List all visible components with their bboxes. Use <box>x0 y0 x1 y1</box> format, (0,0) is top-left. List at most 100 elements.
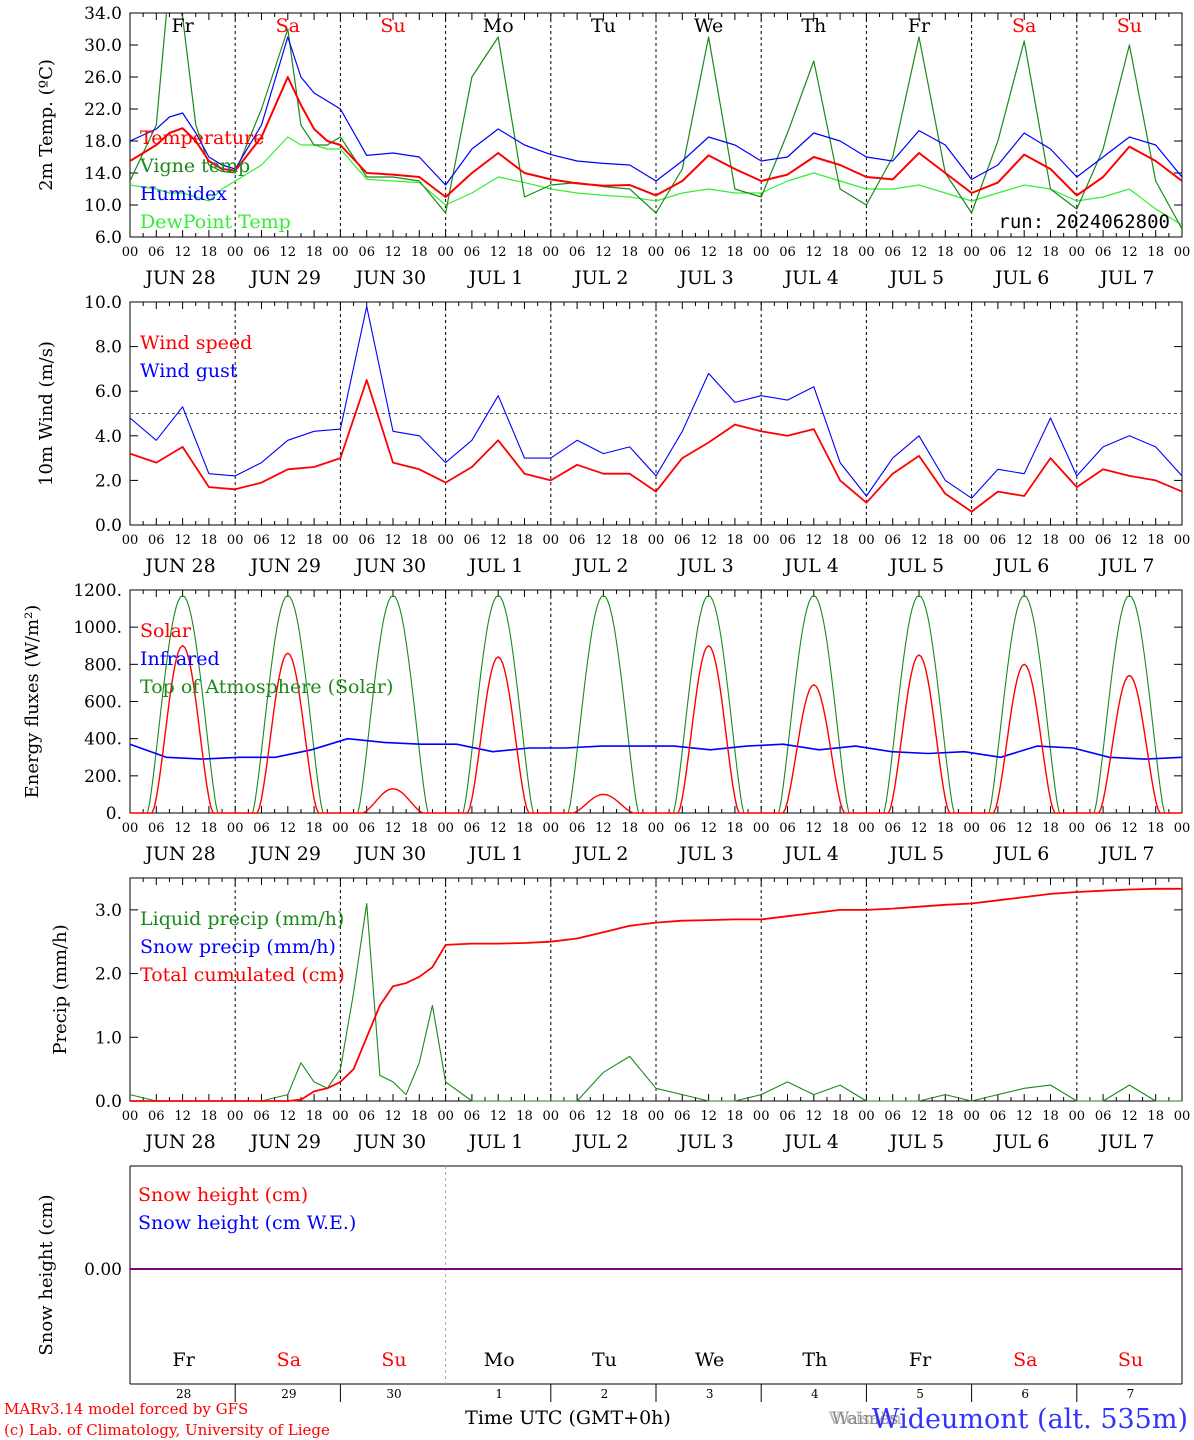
solar-day-curve <box>235 652 341 814</box>
hour-label: 00 <box>122 533 139 548</box>
legend-temperature: Temperature <box>140 127 264 149</box>
hour-label: 18 <box>306 1109 323 1124</box>
date-label: JUL 3 <box>677 555 733 577</box>
hour-label: 18 <box>1147 245 1164 260</box>
y-tick-label: 6.0 <box>95 228 122 248</box>
hour-label: 12 <box>385 1109 402 1124</box>
y-tick-label: 30.0 <box>84 36 122 56</box>
y-tick-label: 200. <box>84 767 122 787</box>
date-label: JUL 6 <box>993 1131 1049 1153</box>
hour-label: 06 <box>990 1109 1007 1124</box>
toa-solar-arc <box>445 594 551 814</box>
date-label: JUL 2 <box>572 1131 628 1153</box>
date-label: JUN 29 <box>248 843 320 865</box>
weekday-label: Sa <box>1013 1349 1037 1371</box>
hour-label: 06 <box>148 533 165 548</box>
weekday-label: Fr <box>173 1349 196 1371</box>
hour-label: 00 <box>332 245 349 260</box>
hour-label: 18 <box>1147 1109 1164 1124</box>
hour-label: 12 <box>1016 821 1033 836</box>
hour-label: 06 <box>1095 821 1112 836</box>
weekday-label: Fr <box>909 1349 932 1371</box>
y-tick-label: 600. <box>84 693 122 713</box>
hour-label: 18 <box>832 533 849 548</box>
model-credit: MARv3.14 model forced by GFS <box>4 1400 248 1418</box>
hour-label: 06 <box>464 533 481 548</box>
hour-label: 00 <box>543 821 560 836</box>
y-tick-label: 0.0 <box>95 1092 122 1112</box>
hour-label: 06 <box>148 245 165 260</box>
hour-label: 06 <box>569 821 586 836</box>
panel-1: 6.0 10.0 14.0 18.0 22.0 26.0 30.0 34.0 2m Temp. … <box>36 4 1191 289</box>
date-label: JUN 30 <box>354 1131 426 1153</box>
y-tick-label: 22.0 <box>84 100 122 120</box>
hour-label: 00 <box>227 533 244 548</box>
hour-label: 00 <box>753 1109 770 1124</box>
series-line-humidex <box>130 36 1182 186</box>
legend-solar: Solar <box>140 620 192 642</box>
date-label: JUL 3 <box>677 1131 733 1153</box>
hour-label: 00 <box>1174 821 1191 836</box>
hour-label: 18 <box>516 533 533 548</box>
date-label: JUN 28 <box>143 267 215 289</box>
y-axis-label: Precip (mm/h) <box>50 924 71 1054</box>
toa-solar-arc <box>866 594 972 814</box>
hour-label: 18 <box>516 1109 533 1124</box>
series-line-wind-gust <box>129 305 1183 499</box>
hour-label: 12 <box>490 245 507 260</box>
hour-label: 18 <box>937 821 954 836</box>
hour-label: 12 <box>806 533 823 548</box>
y-tick-label: 26.0 <box>84 68 122 88</box>
date-label: JUN 29 <box>248 1131 320 1153</box>
hour-label: 12 <box>490 1109 507 1124</box>
weekday-label: Mo <box>484 1349 515 1371</box>
hour-label: 06 <box>779 821 796 836</box>
y-tick-label: 0.0 <box>95 516 122 536</box>
y-tick-label: 1.0 <box>95 1028 122 1048</box>
hour-label: 18 <box>832 1109 849 1124</box>
hour-label: 06 <box>569 245 586 260</box>
hour-label: 18 <box>621 245 638 260</box>
weekday-label: Su <box>381 1349 406 1371</box>
hour-label: 18 <box>516 821 533 836</box>
date-label: JUN 30 <box>354 267 426 289</box>
weekday-label: Fr <box>908 15 931 37</box>
toa-solar-arc <box>1076 594 1182 814</box>
hour-label: 06 <box>779 533 796 548</box>
date-label: JUL 6 <box>993 267 1049 289</box>
hour-label: 00 <box>227 245 244 260</box>
hour-label: 18 <box>306 821 323 836</box>
legend-wind-speed: Wind speed <box>140 332 252 354</box>
legend-snow-1: Snow height (cm W.E.) <box>138 1212 356 1234</box>
legend-snow-0: Snow height (cm) <box>138 1184 308 1206</box>
hour-label: 00 <box>648 533 665 548</box>
series-line-temperature <box>130 76 1182 198</box>
hour-label: 06 <box>990 245 1007 260</box>
series-line-total-cumulated <box>130 887 1182 1102</box>
hour-label: 00 <box>437 245 454 260</box>
solar-day-curve <box>971 663 1077 814</box>
hour-label: 00 <box>332 1109 349 1124</box>
day-number-label: 1 <box>495 1387 503 1401</box>
hour-label: 12 <box>1121 533 1138 548</box>
panel-2: 0.0 2.0 4.0 6.0 8.0 10.0 10m Wind (m/s) Wind sp… <box>36 293 1190 577</box>
hour-label: 00 <box>1174 245 1191 260</box>
hour-label: 18 <box>727 245 744 260</box>
weekday-label: Mo <box>483 15 514 37</box>
day-number-label: 30 <box>386 1387 401 1401</box>
day-number-label: 5 <box>916 1387 924 1401</box>
hour-label: 00 <box>543 533 560 548</box>
hour-label: 12 <box>700 821 717 836</box>
date-label: JUN 28 <box>143 1131 215 1153</box>
y-tick-label: 0. <box>106 804 122 824</box>
date-label: JUL 3 <box>677 843 733 865</box>
hour-label: 00 <box>858 821 875 836</box>
hour-label: 00 <box>227 821 244 836</box>
hour-label: 18 <box>201 533 218 548</box>
hour-label: 12 <box>385 821 402 836</box>
hour-label: 18 <box>1147 533 1164 548</box>
day-number-label: 4 <box>811 1387 819 1401</box>
date-label: JUL 2 <box>572 555 628 577</box>
hour-label: 18 <box>306 245 323 260</box>
